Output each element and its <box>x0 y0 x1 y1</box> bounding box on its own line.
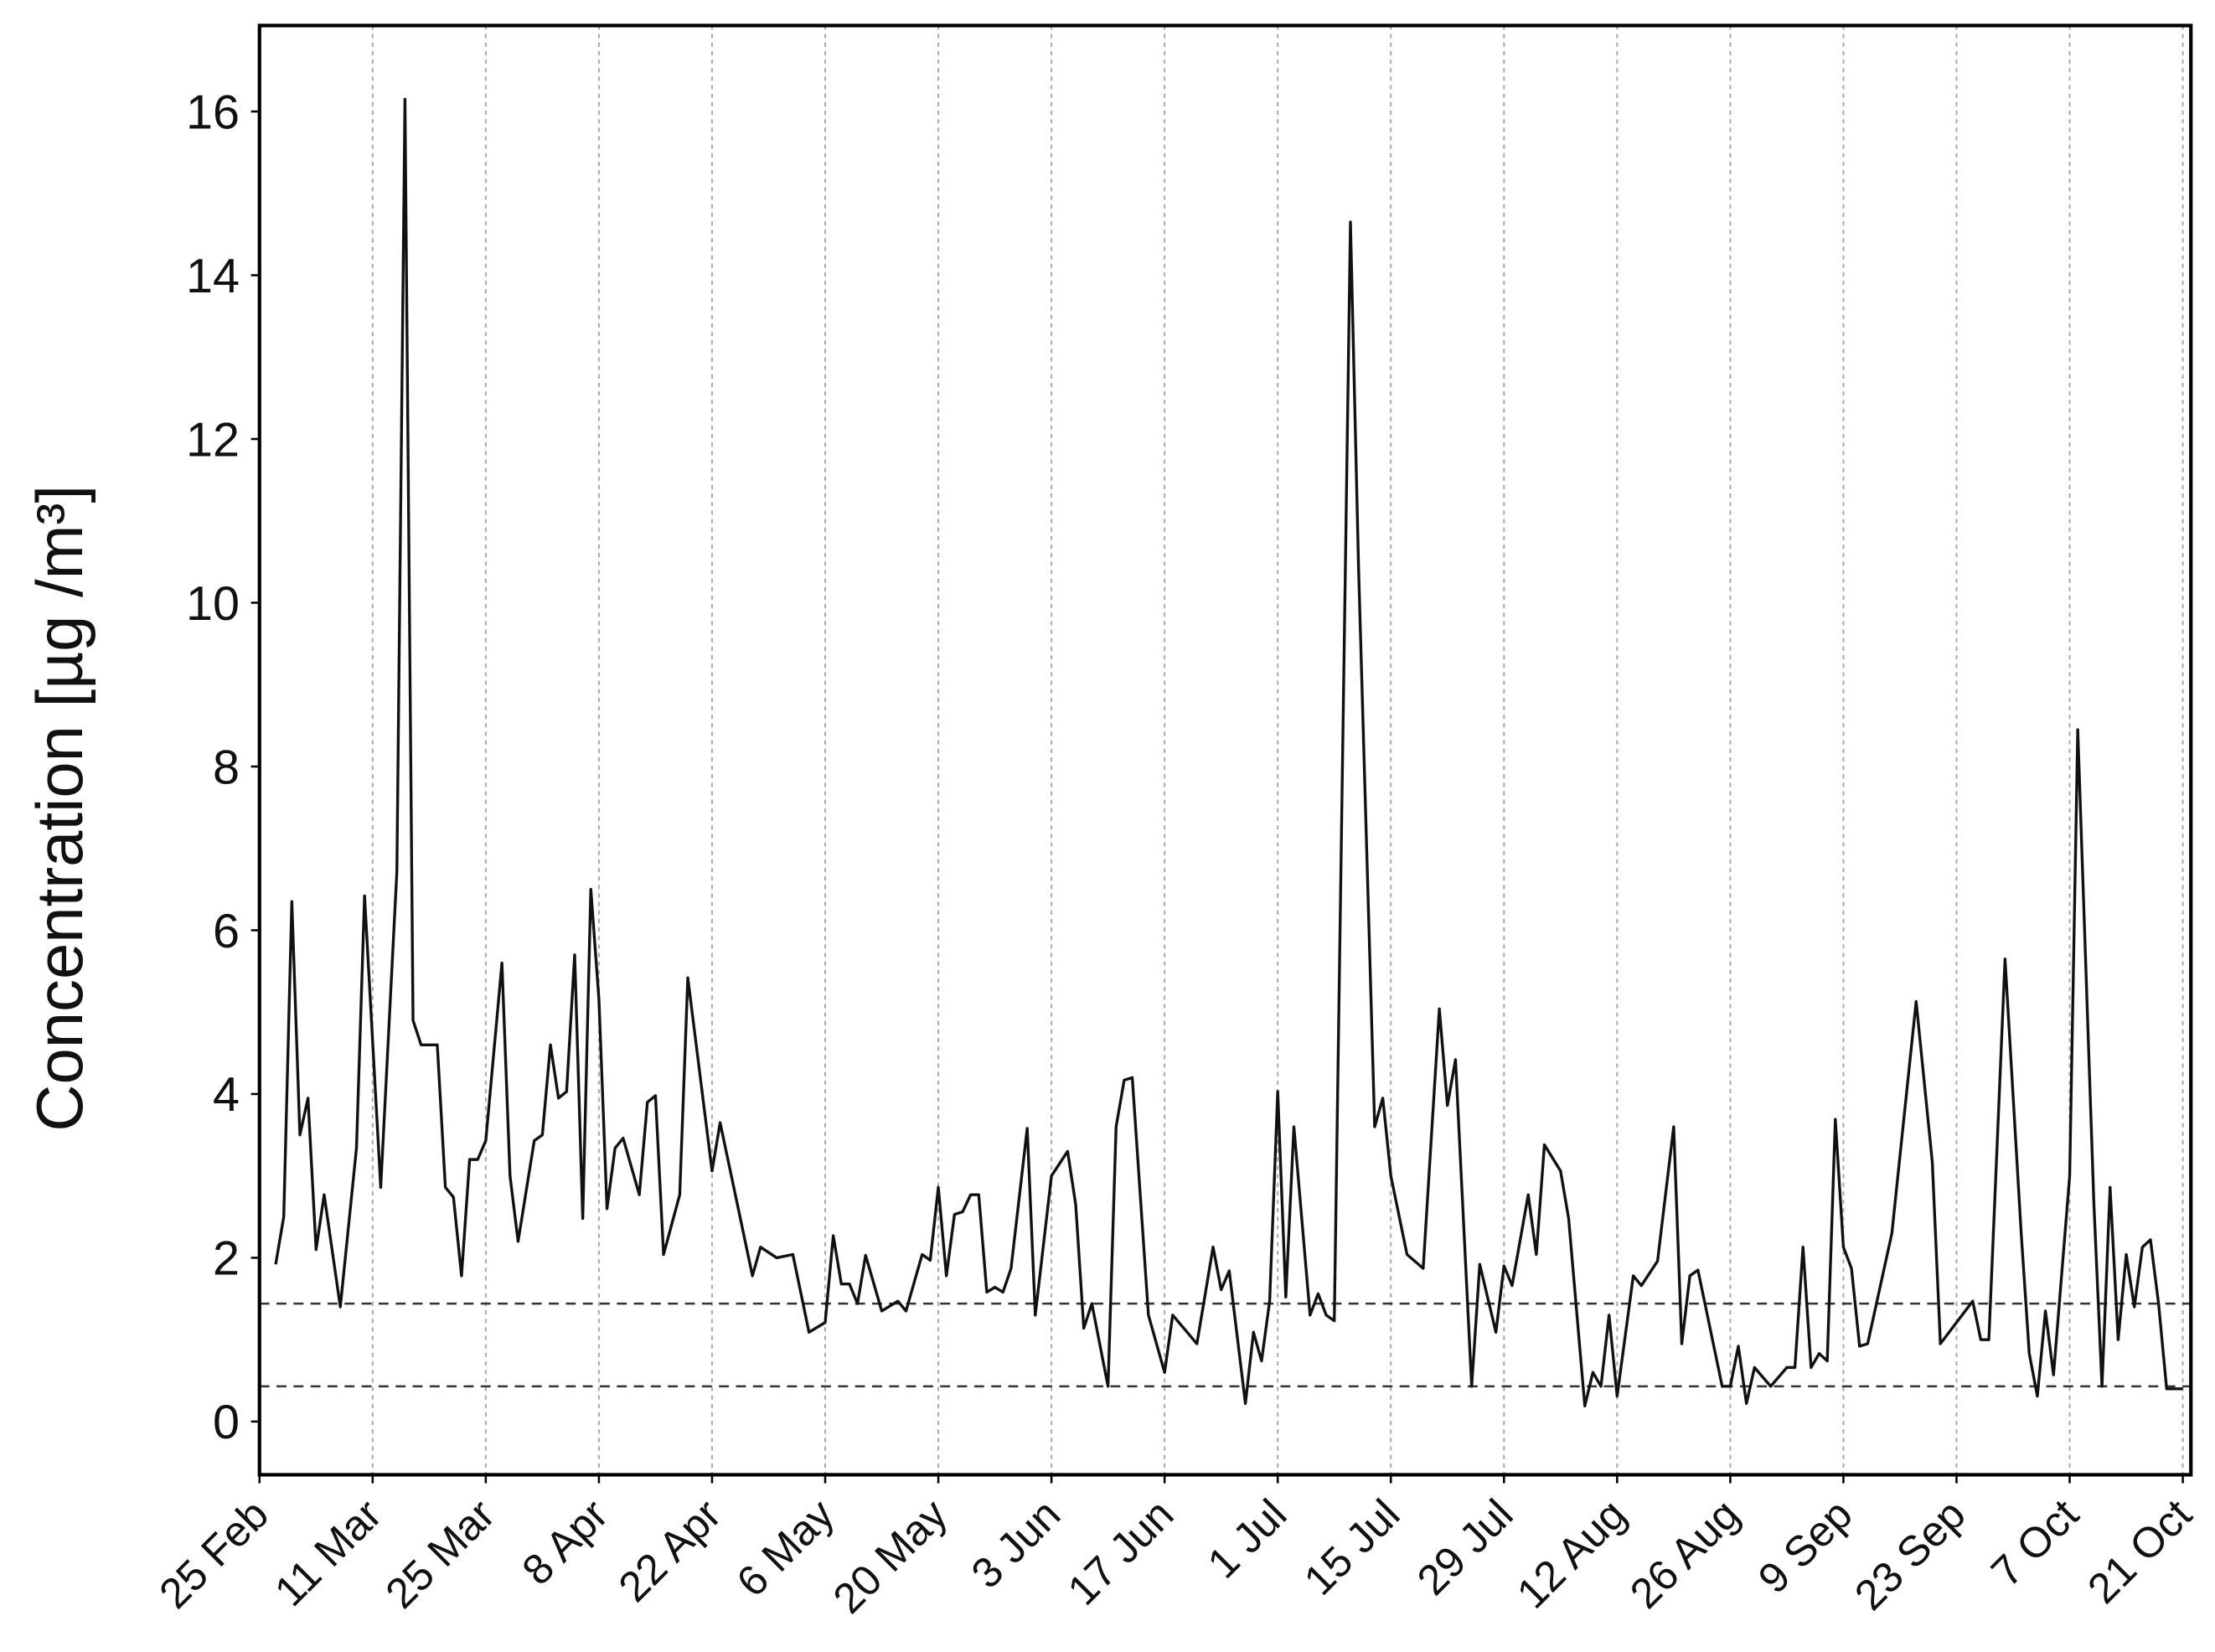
y-tick-label: 2 <box>213 1232 240 1286</box>
x-tick-label: 25 Mar <box>376 1490 503 1618</box>
x-tick-label: 17 Jun <box>1058 1490 1182 1614</box>
x-tick-label: 7 Oct <box>1982 1490 2088 1596</box>
x-tick-label: 11 Mar <box>266 1490 390 1615</box>
x-tick-label: 25 Feb <box>150 1490 277 1618</box>
x-tick-label: 3 Jun <box>962 1490 1069 1598</box>
x-tick-label: 1 Jul <box>1198 1490 1295 1587</box>
y-tick-label: 14 <box>186 250 240 303</box>
x-tick-label: 22 Apr <box>609 1490 730 1611</box>
x-tick-label: 26 Aug <box>1621 1490 1748 1618</box>
x-tick-label: 8 Apr <box>513 1490 617 1594</box>
plot-frame <box>257 23 2193 1477</box>
x-tick-label: 20 May <box>824 1489 956 1622</box>
y-tick-label: 10 <box>186 577 240 631</box>
y-tick-label: 8 <box>213 741 240 794</box>
x-tick-label: 29 Jul <box>1408 1490 1522 1604</box>
y-tick-label: 16 <box>186 85 240 139</box>
x-tick-label: 23 Sep <box>1846 1490 1975 1619</box>
x-tick-label: 15 Jul <box>1294 1490 1408 1604</box>
y-tick-label: 6 <box>213 905 240 958</box>
data-line <box>274 97 2183 1408</box>
y-tick-label: 0 <box>213 1396 240 1449</box>
x-tick-label: 12 Aug <box>1508 1490 1635 1618</box>
y-axis-label: Concentration [µg /m³] <box>24 485 96 1132</box>
x-tick-label: 9 Sep <box>1749 1490 1861 1603</box>
y-tick-label: 12 <box>186 413 240 467</box>
y-tick-label: 4 <box>213 1068 240 1122</box>
x-tick-label: 21 Oct <box>2078 1490 2201 1613</box>
